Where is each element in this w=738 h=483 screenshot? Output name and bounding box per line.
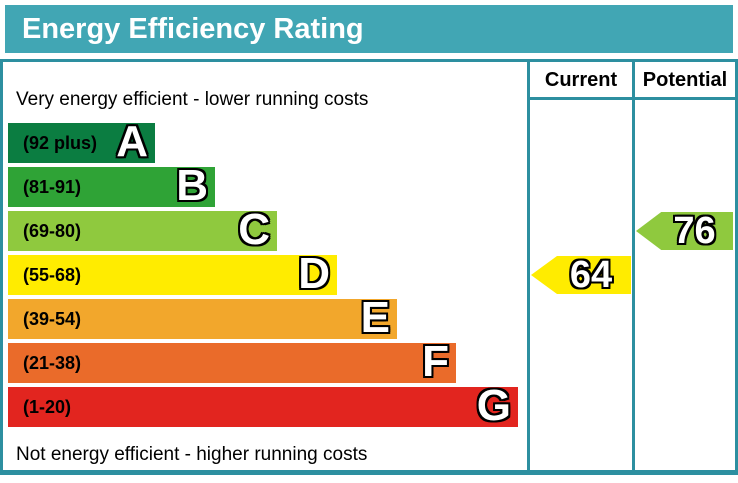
band-range-label: (55-68) xyxy=(23,264,82,285)
chart-border-right xyxy=(735,59,738,475)
band-range-label: (81-91) xyxy=(23,176,82,197)
band-letter: D xyxy=(298,248,330,298)
band-row-d: (55-68) D xyxy=(8,248,337,298)
potential-column-divider xyxy=(632,59,635,470)
band-letter: B xyxy=(176,160,208,210)
caption-very-efficient: Very energy efficient - lower running co… xyxy=(16,89,369,110)
potential-column-header: Potential xyxy=(642,69,728,91)
page-title: Energy Efficiency Rating xyxy=(5,5,733,53)
chart-border-bottom xyxy=(0,470,738,475)
band-letter: C xyxy=(238,204,270,254)
potential-value: 76 xyxy=(673,210,716,252)
caption-not-efficient: Not energy efficient - higher running co… xyxy=(16,444,368,465)
column-header-divider xyxy=(527,97,738,100)
band-row-b: (81-91) B xyxy=(8,160,215,210)
chart-border-top xyxy=(0,59,738,62)
current-column-divider xyxy=(527,59,530,470)
band-letter: A xyxy=(116,116,148,166)
band-range-label: (39-54) xyxy=(23,308,82,329)
band-letter: E xyxy=(360,292,390,342)
chart-border-left xyxy=(0,59,3,475)
band-range-label: (69-80) xyxy=(23,220,82,241)
band-row-a: (92 plus) A xyxy=(8,116,155,166)
band-row-e: (39-54) E xyxy=(8,292,397,342)
band-range-label: (1-20) xyxy=(23,396,72,417)
band-row-f: (21-38) F xyxy=(8,336,456,386)
current-arrow: 64 xyxy=(531,256,631,294)
band-range-label: (21-38) xyxy=(23,352,82,373)
potential-arrow: 76 xyxy=(636,212,733,250)
band-letter: G xyxy=(476,380,511,430)
current-value: 64 xyxy=(569,254,613,296)
band-letter: F xyxy=(422,336,449,386)
band-row-g: (1-20) G xyxy=(8,380,518,430)
current-column-header: Current xyxy=(544,69,618,91)
band-range-label: (92 plus) xyxy=(23,132,98,153)
band-row-c: (69-80) C xyxy=(8,204,277,254)
